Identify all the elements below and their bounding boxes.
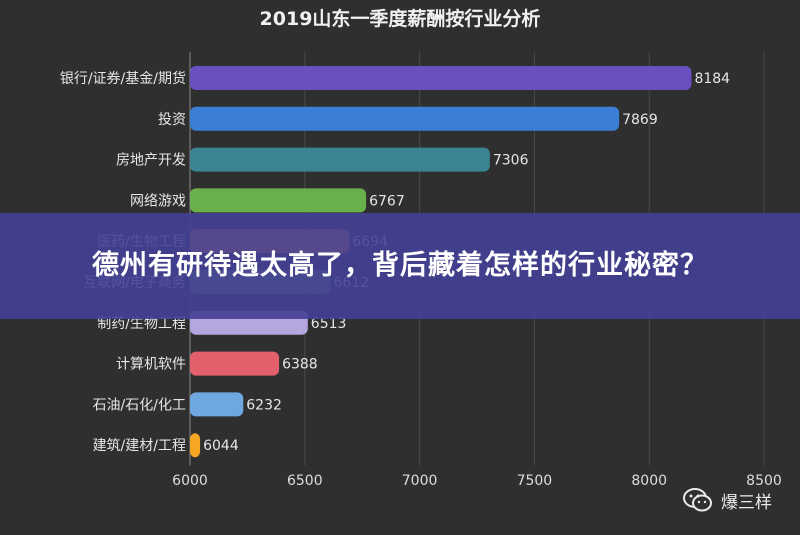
bar [190,392,244,417]
x-tick-label: 7000 [402,473,438,489]
x-tick-label: 8500 [746,473,782,489]
watermark-text: 爆三样 [721,492,772,513]
value-label: 8184 [694,71,730,87]
value-label: 6388 [282,357,318,373]
category-label: 制药/生物工程 [97,316,186,332]
value-label: 7869 [622,112,658,128]
watermark: 爆三样 [683,487,772,513]
category-label: 银行/证券/基金/期货 [60,70,186,87]
value-label: 6767 [369,193,405,209]
value-label: 6232 [246,397,282,413]
bar [190,106,620,131]
x-tick-label: 8000 [631,473,667,489]
bar [190,433,201,458]
category-label: 投资 [158,112,186,128]
value-label: 7306 [493,153,529,169]
x-tick-label: 7500 [517,473,553,489]
category-label: 石油/石化/化工 [93,397,186,413]
bar [190,351,280,376]
x-tick-label: 6000 [172,473,208,489]
bar [190,147,490,172]
chart-title: 2019山东一季度薪酬按行业分析 [260,7,541,30]
value-label: 6044 [203,438,239,454]
bar [190,66,692,90]
x-tick-label: 6500 [287,473,323,489]
category-label: 计算机软件 [116,357,186,373]
value-label: 6513 [311,316,347,332]
headline-banner: 德州有研待遇太高了，背后藏着怎样的行业秘密？ [0,213,800,319]
category-label: 建筑/建材/工程 [93,438,186,454]
category-label: 网络游戏 [130,193,186,209]
banner-headline: 德州有研待遇太高了，背后藏着怎样的行业秘密？ [92,250,708,281]
bar [190,188,367,213]
wechat-icon [683,488,712,512]
x-axis-ticks: 6000 6500 7000 7500 8000 8500 [172,473,782,489]
category-label: 房地产开发 [116,153,186,169]
